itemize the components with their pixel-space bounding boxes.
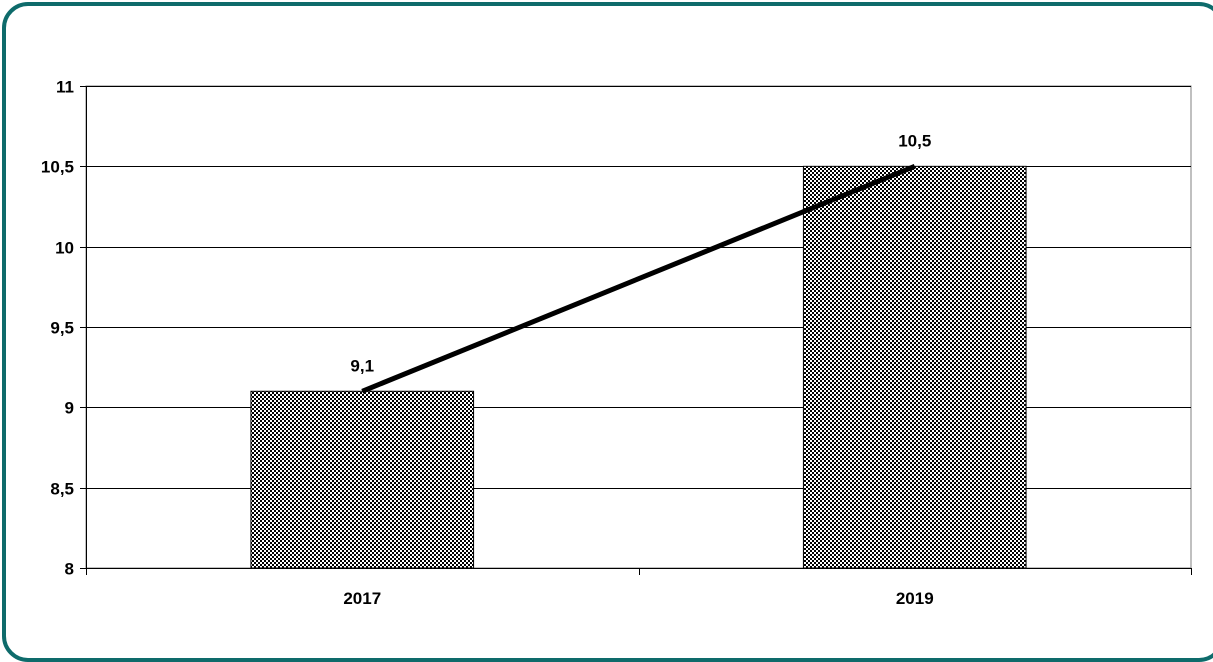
y-tick-label: 8 — [65, 560, 74, 579]
y-tick-label: 9,5 — [50, 319, 74, 338]
labels: 8 8,5 9 9,5 10 10,5 11 9,1 2017 10,5 2019 — [41, 78, 934, 609]
y-tick-label: 10 — [55, 239, 74, 258]
trend-line — [361, 164, 916, 394]
trend-line-path — [361, 164, 916, 394]
axes — [80, 86, 1192, 575]
y-tick-label: 11 — [56, 78, 74, 97]
y-tick-label: 8,5 — [50, 480, 74, 499]
data-label-2017: 9,1 — [350, 356, 374, 375]
y-tick-label: 9 — [65, 399, 74, 418]
bar-2019 — [802, 165, 1027, 569]
y-tick-label: 10,5 — [41, 158, 74, 177]
bar-chart: 8 8,5 9 9,5 10 10,5 11 9,1 2017 10,5 2019 — [41, 78, 1192, 609]
x-tick-label: 2017 — [343, 589, 381, 608]
bar-2017 — [250, 390, 475, 569]
x-tick-label: 2019 — [896, 589, 934, 608]
data-label-2019: 10,5 — [898, 131, 931, 150]
